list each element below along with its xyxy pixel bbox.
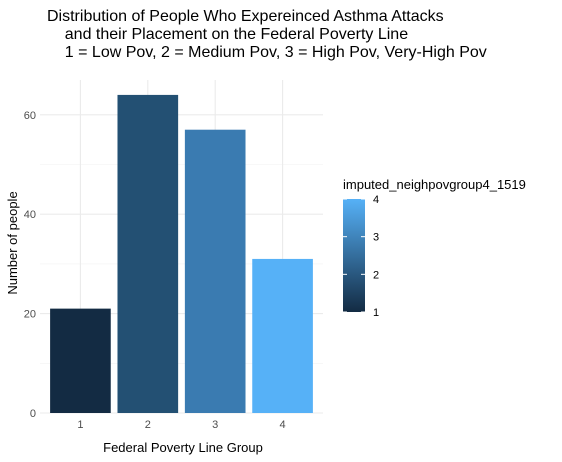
x-tick-label: 3: [212, 419, 218, 431]
bars: [50, 94, 313, 414]
y-tick-label: 60: [24, 110, 36, 122]
x-tick-label: 1: [77, 419, 83, 431]
chart-title-line-2: and their Placement on the Federal Pover…: [47, 26, 409, 43]
legend-title: imputed_neighpovgroup4_1519: [343, 177, 526, 192]
legend-colorbar: [343, 199, 365, 312]
y-axis-ticks: 0 20 40 60: [24, 110, 36, 420]
legend-tick-label: 1: [373, 307, 379, 319]
chart-title-line-3: 1 = Low Pov, 2 = Medium Pov, 3 = High Po…: [47, 44, 487, 61]
x-axis-ticks: 1 2 3 4: [77, 419, 285, 431]
x-tick-label: 4: [280, 419, 286, 431]
legend-tick-label: 3: [373, 232, 379, 244]
bar-2: [117, 94, 179, 413]
bar-1: [50, 308, 111, 413]
chart-title-line-1: Distribution of People Who Expereinced A…: [47, 8, 444, 25]
legend-tick-label: 4: [373, 194, 379, 206]
legend: imputed_neighpovgroup4_1519 1 2 3 4: [343, 177, 526, 319]
x-tick-label: 2: [145, 419, 151, 431]
x-axis-title: Federal Poverty Line Group: [103, 440, 263, 455]
legend-ticks: 1 2 3 4: [343, 194, 379, 319]
bar-3: [184, 129, 246, 414]
y-tick-label: 40: [24, 209, 36, 221]
bar-4: [252, 258, 313, 413]
legend-tick-label: 2: [373, 269, 379, 281]
y-tick-label: 0: [30, 408, 36, 420]
y-tick-label: 20: [24, 309, 36, 321]
y-axis-title: Number of people: [5, 191, 20, 294]
